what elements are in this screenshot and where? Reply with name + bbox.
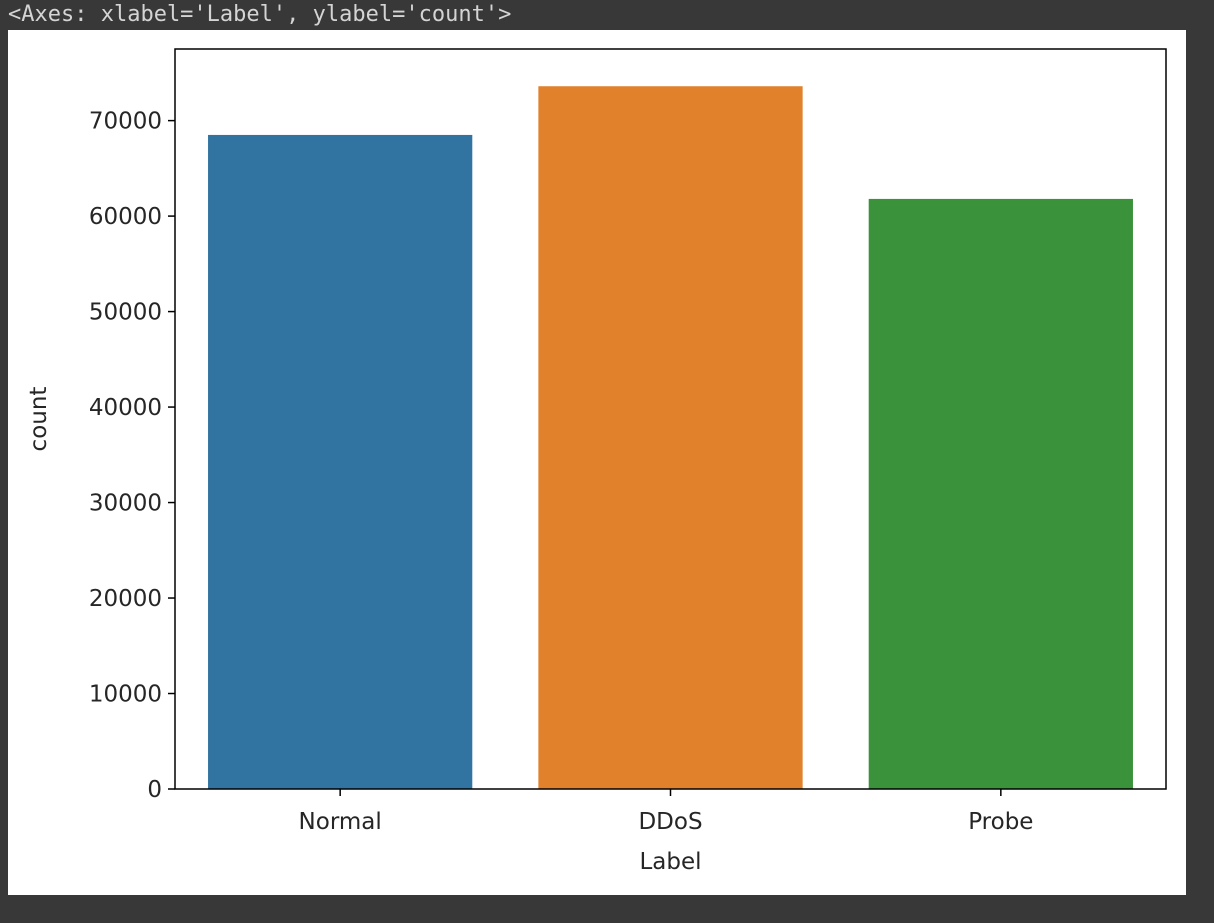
- x-tick-label: Probe: [968, 809, 1033, 835]
- y-tick-label: 40000: [89, 395, 162, 421]
- x-tick-label: DDoS: [638, 809, 702, 835]
- y-tick-label: 30000: [89, 491, 162, 517]
- cell-output-repr: <Axes: xlabel='Label', ylabel='count'>: [8, 2, 512, 27]
- y-tick-label: 60000: [89, 204, 162, 230]
- x-axis-label: Label: [639, 849, 701, 875]
- y-tick-label: 20000: [89, 586, 162, 612]
- bar-probe: [868, 198, 1133, 790]
- y-axis: 0 10000 20000 30000 40000 50000 60000 70000: [89, 109, 175, 803]
- bars-group: [208, 86, 1133, 790]
- y-tick-label: 0: [147, 777, 162, 803]
- bar-chart: 0 10000 20000 30000 40000 50000 60000 70000 Nor…: [26, 48, 1167, 875]
- x-tick-label: Normal: [299, 809, 382, 835]
- bar-normal: [208, 134, 473, 789]
- y-tick-label: 70000: [89, 109, 162, 135]
- axes-frame: [174, 48, 1167, 790]
- y-tick-label: 50000: [89, 300, 162, 326]
- y-axis-label: count: [26, 387, 52, 452]
- chart-figure: 0 10000 20000 30000 40000 50000 60000 70000 Nor…: [8, 30, 1186, 895]
- x-axis: Normal DDoS Probe: [299, 789, 1033, 835]
- y-tick-label: 10000: [89, 682, 162, 708]
- bar-ddos: [538, 86, 803, 789]
